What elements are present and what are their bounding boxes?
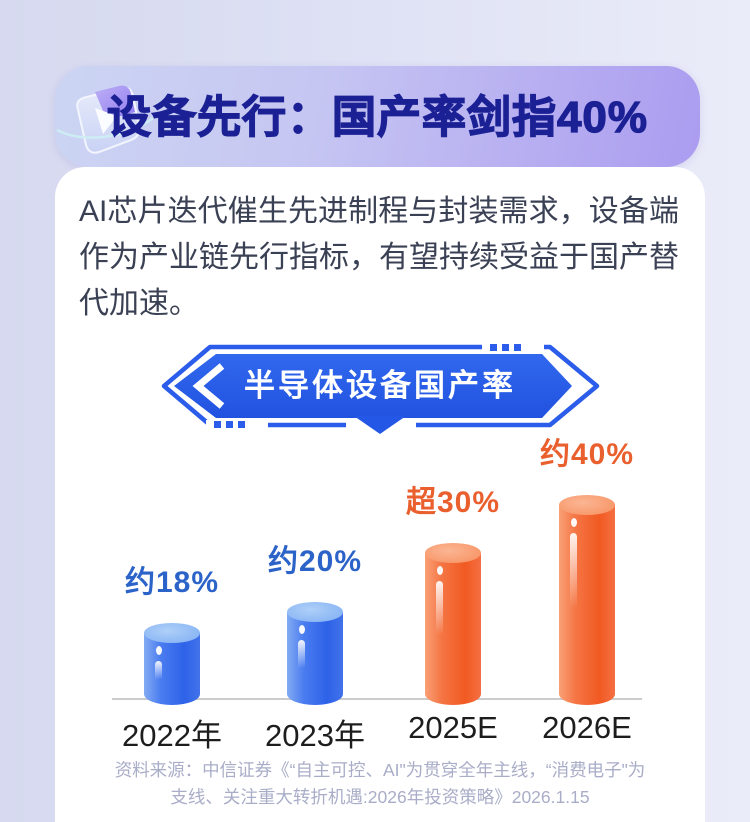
value-label: 约18% [124, 566, 220, 599]
highlight [570, 518, 578, 618]
bar-cylinder [559, 495, 615, 705]
page-title: 设备先行：国产率剑指40% [106, 92, 649, 142]
bar-cylinder [287, 602, 343, 705]
chart-title-ribbon: 半导体设备国产率 [160, 344, 600, 436]
bar-cylinder [144, 623, 200, 705]
category-label: 2023年 [265, 718, 365, 753]
content-card: AI芯片迭代催生先进制程与封装需求，设备端作为产业链先行指标，有望持续受益于国产… [55, 167, 705, 822]
value-label: 约20% [267, 545, 363, 578]
source-line-2: 支线、关注重大转折机遇:2026年投资策略》2026.1.15 [170, 787, 590, 807]
highlight [298, 625, 306, 672]
x-axis-line [112, 698, 642, 700]
source-line-1: 资料来源：中信证券《“自主可控、AI"为贯穿全年主线，“消费电子"为 [114, 760, 646, 780]
highlight [155, 646, 163, 682]
header-banner: 设备先行：国产率剑指40% [55, 66, 700, 167]
summary-paragraph: AI芯片迭代催生先进制程与封装需求，设备端作为产业链先行指标，有望持续受益于国产… [79, 195, 679, 320]
ribbon-shape [161, 344, 600, 434]
category-label: 2026E [542, 710, 632, 745]
cube-3d-icon [56, 85, 154, 154]
value-label: 超30% [405, 486, 501, 519]
category-label: 2025E [408, 710, 498, 745]
chart-title: 半导体设备国产率 [244, 368, 516, 403]
highlight [436, 566, 444, 642]
category-label: 2022年 [122, 718, 222, 753]
bar-cylinder [425, 543, 481, 705]
source-note: 资料来源：中信证券《“自主可控、AI"为贯穿全年主线，“消费电子"为 支线、关注… [75, 757, 685, 811]
